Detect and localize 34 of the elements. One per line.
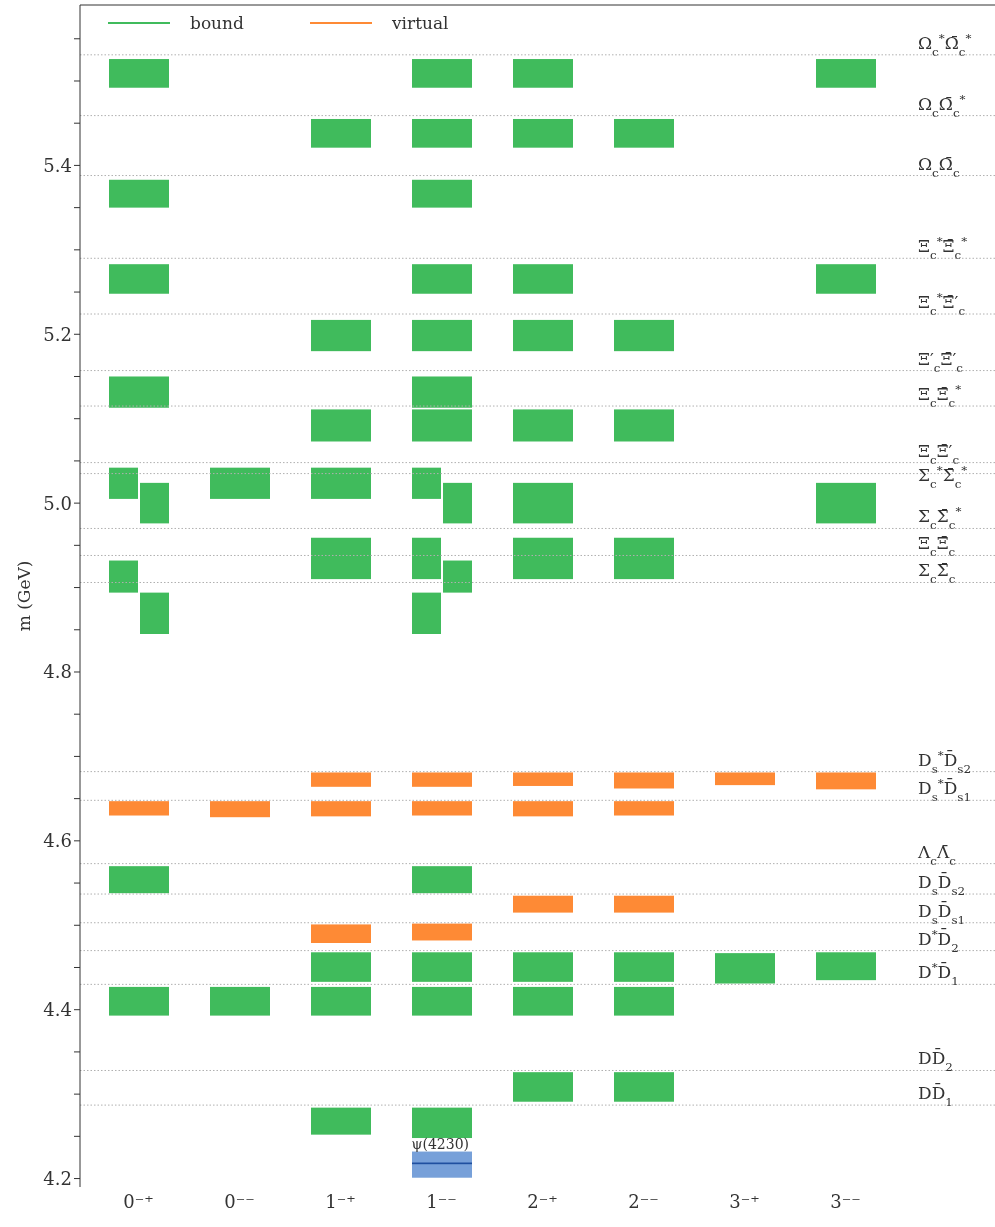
y-tick-label: 4.6	[43, 830, 72, 852]
ref-line-label: Ω$_{c}$Ω̄$_{c}$	[918, 153, 960, 180]
y-tick-label: 4.2	[43, 1167, 72, 1189]
ref-line-label: D$_{s}$$^{*}$D̄$_{s1}$	[918, 776, 972, 805]
ref-line-label: Ξ$_{c}$Ξ̄$_{c}$	[918, 533, 956, 560]
x-tick-label: 0⁻⁻	[224, 1190, 255, 1212]
y-tick-label: 5.2	[43, 323, 72, 345]
ref-line-label: D$^{*}$D̄$_{2}$	[918, 926, 959, 955]
y-tick-label: 4.8	[43, 661, 72, 683]
y-tick-label: 5.0	[43, 492, 72, 514]
x-tick-label: 1⁻⁻	[426, 1190, 457, 1212]
ref-line-label: DD̄$_{1}$	[918, 1082, 953, 1110]
annotation: ψ(4230)	[411, 1135, 470, 1152]
ref-line-label: Σ$_{c}$Σ̄$_{c}$	[918, 560, 956, 587]
ref-line-label: DD̄$_{2}$	[918, 1047, 953, 1075]
y-tick-label: 4.4	[43, 999, 72, 1021]
ref-line-label: D$_{s}$D̄$_{s2}$	[918, 870, 966, 899]
y-axis-title: m (GeV)	[14, 560, 34, 632]
ref-line-label: D$_{s}$D̄$_{s1}$	[918, 899, 966, 927]
legend-label: bound	[190, 13, 245, 33]
ref-line-label: Λ$_{c}$Λ̄$_{c}$	[917, 841, 957, 868]
ref-line-label: Ξ′$_{c}$Ξ̄′$_{c}$	[918, 348, 964, 375]
x-tick-label: 2⁻⁺	[527, 1190, 558, 1212]
x-tick-label: 3⁻⁻	[830, 1190, 861, 1212]
x-tick-label: 1⁻⁺	[325, 1190, 356, 1212]
ref-line-label: Ξ$_{c}$$^{*}$Ξ̄′$_{c}$	[918, 290, 966, 319]
x-tick-label: 2⁻⁻	[628, 1190, 659, 1212]
x-tick-label: 3⁻⁺	[729, 1190, 760, 1212]
ref-line-label: Ξ$_{c}$Ξ̄′$_{c}$	[918, 440, 960, 467]
ref-line-label: D$_{s}$$^{*}$D̄$_{s2}$	[918, 747, 972, 776]
ref-line-label: D$^{*}$D̄$_{1}$	[918, 960, 959, 989]
x-tick-label: 0⁻⁺	[123, 1190, 154, 1212]
y-tick-label: 5.4	[43, 154, 72, 176]
legend-label: virtual	[391, 13, 449, 33]
